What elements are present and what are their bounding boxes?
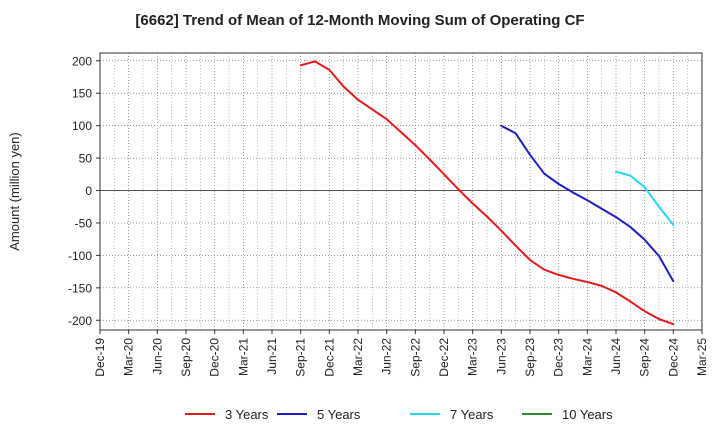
y-tick-label: -200 [68,314,92,328]
legend-label: 7 Years [450,407,494,422]
x-tick-label: Jun-21 [265,338,279,375]
x-tick-label: Dec-24 [666,338,680,377]
y-axis-label: Amount (million yen) [7,132,22,251]
y-tick-label: 150 [72,87,92,101]
legend: 3 Years 5 Years 7 Years 10 Years [185,407,613,422]
x-tick-label: Dec-19 [93,338,107,377]
x-tick-label: Sep-23 [523,338,537,377]
series-line-5-years [500,124,675,283]
x-tick-label: Mar-23 [466,338,480,376]
x-tick-label: Dec-21 [322,338,336,377]
grid [100,53,702,330]
x-tick-label: Dec-20 [208,338,222,377]
chart-title: [6662] Trend of Mean of 12-Month Moving … [135,12,585,29]
x-tick-label: Dec-23 [552,338,566,377]
plot-frame [99,52,703,331]
x-tick-label: Sep-22 [408,338,422,377]
y-tick-label: 0 [85,184,92,198]
series-line-7-years [615,170,675,226]
x-tick-label: Mar-21 [236,338,250,376]
y-tick-label: -50 [75,216,93,230]
x-tick-label: Jun-22 [380,338,394,375]
x-tick-label: Mar-20 [122,338,136,376]
x-tick-label: Mar-24 [580,338,594,376]
x-tick-label: Sep-21 [294,338,308,377]
series-lines [299,60,675,326]
y-tick-label: 200 [72,54,92,68]
series-line-3-years [299,60,675,326]
x-tick-label: Mar-22 [351,338,365,376]
y-tick-label: 50 [79,152,93,166]
y-tick-label: -100 [68,249,92,263]
x-tick-label: Mar-25 [695,338,709,376]
x-tick-label: Dec-22 [437,338,451,377]
y-tick-label: -150 [68,281,92,295]
legend-label: 5 Years [317,407,361,422]
x-tick-label: Sep-20 [179,338,193,377]
x-tick-label: Sep-24 [638,338,652,377]
legend-label: 3 Years [225,407,269,422]
x-tick-label: Jun-24 [609,338,623,375]
y-tick-label: 100 [72,119,92,133]
x-tick-label: Jun-20 [150,338,164,375]
x-tick-label: Jun-23 [494,338,508,375]
legend-label: 10 Years [562,407,613,422]
